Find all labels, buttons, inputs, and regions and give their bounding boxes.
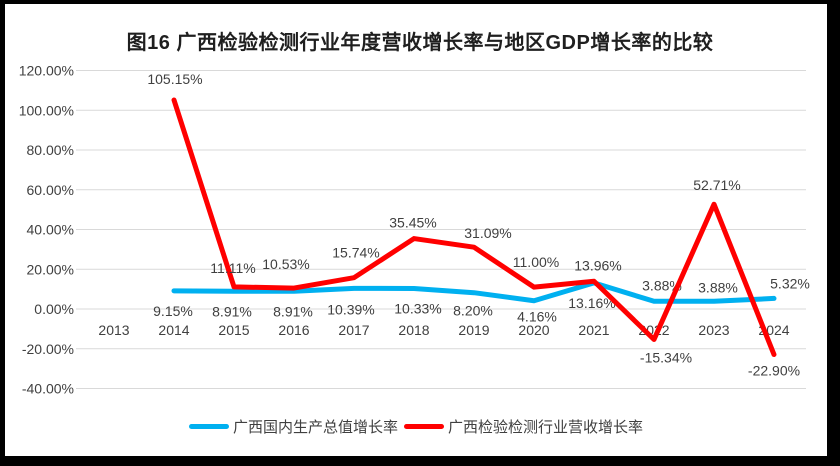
data-label: 10.33% — [394, 300, 441, 316]
data-label: 11.11% — [210, 260, 255, 276]
x-axis-labels: 2013 2014 2015 2016 2017 2018 2019 2020 2021 2022… — [98, 322, 789, 338]
x-tick-label: 2017 — [338, 322, 369, 338]
y-tick-label: 20.00% — [27, 261, 74, 277]
gdp-line-swatch — [188, 423, 229, 429]
x-tick-label: 2016 — [278, 322, 309, 338]
data-label: 4.16% — [517, 309, 557, 325]
y-tick-label: 40.00% — [27, 222, 74, 238]
x-tick-label: 2019 — [458, 322, 489, 338]
y-axis-labels: 120.00% 100.00% 80.00% 60.00% 40.00% 20.00% 0.… — [19, 63, 74, 397]
data-label: 105.15% — [147, 71, 202, 87]
data-label: 3.88% — [698, 279, 738, 295]
industry-legend-label: 广西检验检测行业营收增长率 — [448, 418, 644, 436]
data-label: 13.96% — [574, 257, 621, 273]
x-tick-label: 2023 — [698, 322, 729, 338]
x-tick-label: 2020 — [518, 322, 549, 338]
y-tick-label: -20.00% — [22, 341, 74, 357]
industry-line-swatch — [404, 423, 444, 429]
industry-data-labels: 105.15% 11.11% 10.53% 15.74% 35.45% 31.09%11.… — [147, 71, 800, 378]
data-label: 8.91% — [212, 303, 252, 319]
y-tick-label: 100.00% — [19, 102, 74, 118]
gdp-growth-line — [171, 280, 777, 304]
gridlines — [76, 70, 806, 389]
data-label: 5.32% — [770, 275, 810, 291]
data-label: 9.15% — [153, 303, 193, 319]
chart-legend: 广西国内生产总值增长率 广西检验检测行业营收增长率 — [5, 414, 827, 438]
data-label: 15.74% — [332, 245, 379, 261]
data-label: 11.00% — [513, 254, 559, 270]
data-label: 31.09% — [464, 225, 511, 241]
x-tick-label: 2014 — [158, 322, 189, 338]
data-label: 10.53% — [262, 256, 309, 272]
y-tick-label: 120.00% — [19, 63, 74, 79]
x-tick-label: 2015 — [218, 322, 249, 338]
x-tick-label: 2013 — [98, 322, 129, 338]
chart-title: 图16 广西检验检测行业年度营收增长率与地区GDP增长率的比较 — [126, 32, 714, 54]
industry-revenue-line — [171, 97, 777, 358]
y-tick-label: -40.00% — [22, 381, 74, 397]
data-label: 52.71% — [693, 177, 740, 193]
data-label: 8.20% — [453, 303, 493, 319]
gdp-data-labels: 9.15% 8.91% 8.91% 10.39% 10.33% 8.20% 4.16% 13.… — [153, 275, 810, 324]
y-tick-label: 80.00% — [27, 142, 74, 158]
y-tick-label: 60.00% — [27, 182, 74, 198]
x-tick-label: 2021 — [578, 322, 609, 338]
data-label: -22.90% — [748, 363, 800, 379]
data-label: 35.45% — [389, 215, 436, 231]
data-label: 3.88% — [642, 277, 682, 293]
y-tick-label: 0.00% — [34, 301, 74, 317]
data-label: 8.91% — [273, 303, 313, 319]
data-label: -15.34% — [640, 349, 692, 365]
legend-item-industry: 广西检验检测行业营收增长率 — [404, 416, 643, 437]
x-tick-label: 2018 — [398, 322, 429, 338]
gdp-legend-label: 广西国内生产总值增长率 — [232, 418, 398, 436]
data-label: 13.16% — [568, 295, 615, 311]
legend-item-gdp: 广西国内生产总值增长率 — [188, 416, 398, 437]
data-label: 10.39% — [327, 301, 374, 317]
